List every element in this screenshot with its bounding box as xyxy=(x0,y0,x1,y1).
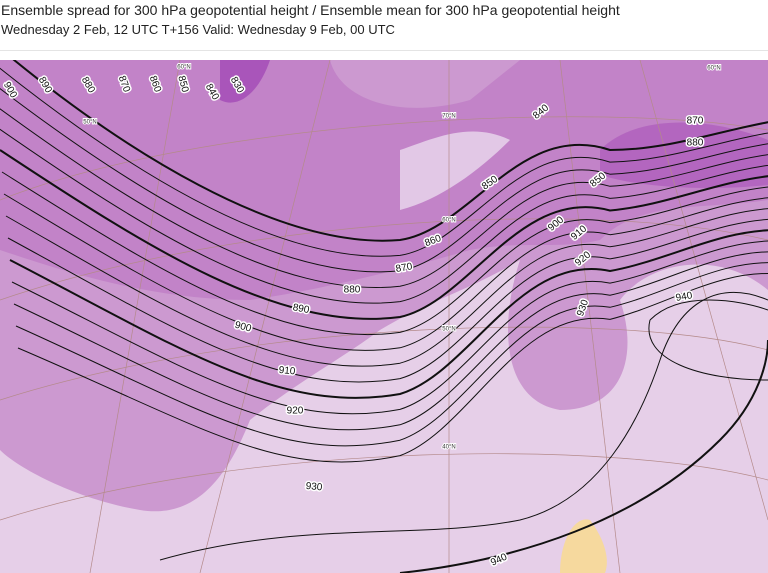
latitude-label: 40°N xyxy=(442,445,455,451)
contour-label: 890 xyxy=(292,302,311,316)
subtitle: Wednesday 2 Feb, 12 UTC T+156 Valid: Wed… xyxy=(1,22,395,37)
contour-label: 910 xyxy=(278,365,296,377)
contour-line xyxy=(399,339,768,573)
contour-line xyxy=(0,67,768,257)
graticule xyxy=(0,60,768,573)
contour-label: 880 xyxy=(687,138,704,149)
contour-label: 930 xyxy=(305,481,323,493)
latitude-label: 60°N xyxy=(707,66,720,72)
contour-label: 880 xyxy=(344,285,361,296)
contour-line xyxy=(9,229,768,399)
contour-line xyxy=(0,149,768,320)
latitude-label: 60°N xyxy=(177,65,190,71)
contour-line xyxy=(1,171,768,336)
latitude-label: 50°N xyxy=(442,327,455,333)
contour-label: 870 xyxy=(395,261,414,275)
title: Ensemble spread for 300 hPa geopotential… xyxy=(1,2,620,18)
contour-line xyxy=(0,87,768,273)
contour-line xyxy=(5,208,768,367)
latitude-label: 50°N xyxy=(83,120,96,126)
contour-label: 900 xyxy=(233,320,252,335)
spread-peak xyxy=(220,60,270,103)
contour-line xyxy=(0,128,768,304)
contour-line xyxy=(12,60,768,242)
spread-high xyxy=(0,60,768,300)
contour-line xyxy=(0,108,768,288)
contour-line xyxy=(17,272,768,463)
spread-low xyxy=(400,131,510,210)
latitude-label: 70°N xyxy=(442,114,455,120)
contours xyxy=(0,60,768,573)
contour-line xyxy=(3,193,768,351)
contour-line xyxy=(648,299,768,381)
contour-label: 940 xyxy=(675,290,694,304)
contour-line xyxy=(15,262,768,447)
contour-line xyxy=(159,292,768,561)
contour-line xyxy=(11,240,768,415)
map: 900 890 880 870 860 850 840 8308408508608708808… xyxy=(0,60,768,573)
latitude-label: 60°N xyxy=(442,218,455,224)
contour-label: 920 xyxy=(287,406,304,417)
contour-line xyxy=(13,251,768,431)
header: Ensemble spread for 300 hPa geopotential… xyxy=(0,0,768,51)
contour-label: 870 xyxy=(687,116,704,127)
contour-line xyxy=(7,218,768,383)
